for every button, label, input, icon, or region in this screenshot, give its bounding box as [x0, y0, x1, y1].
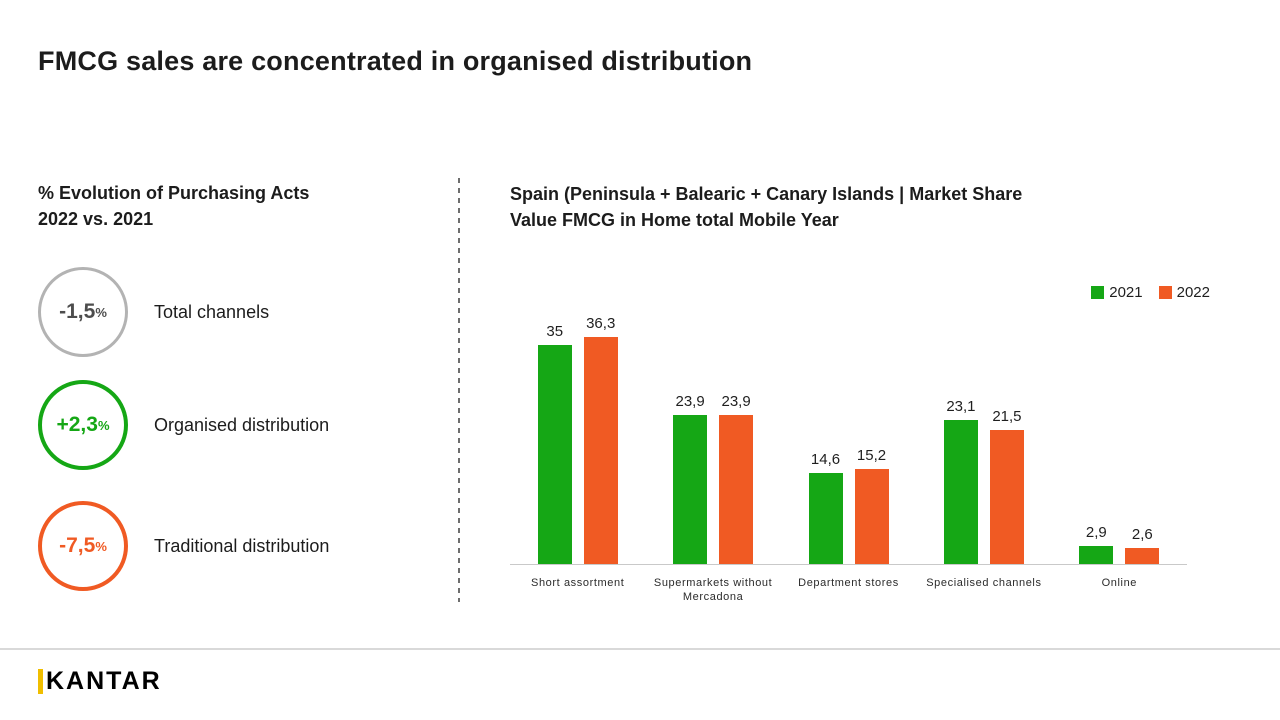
bar-chart: 2021 2022 35 36,3 23,9 23,9 14,6 15,2 23,1 21,5 2…: [505, 270, 1235, 603]
bar-2021: [1079, 546, 1114, 564]
chart-legend: 2021 2022: [1091, 284, 1210, 301]
page-title: FMCG sales are concentrated in organised…: [38, 46, 753, 76]
kpi-organised-distribution: +2,3% Organised distribution: [38, 380, 329, 470]
bar-value-label: 23,9: [721, 393, 751, 410]
legend-swatch-icon: [1091, 286, 1105, 299]
kpi-suffix-organised: %: [97, 417, 110, 433]
bar-2022: [719, 415, 754, 564]
logo-accent-bar-icon: [38, 669, 43, 694]
bar-2022: [583, 337, 618, 564]
kpi-value-traditional: -7,5: [59, 534, 96, 557]
bar-wrap: 36,3: [583, 315, 618, 564]
footer-divider: [0, 648, 1280, 650]
kpi-suffix-traditional: %: [95, 538, 107, 554]
chart-bars: 35 36,3 23,9 23,9 14,6 15,2 23,1 21,5 2,9 2,6: [510, 314, 1187, 564]
bar-2021: [808, 473, 843, 564]
bar-group: 2,9 2,6: [1052, 524, 1187, 564]
left-heading-line2: 2022 vs. 2021: [38, 209, 154, 229]
bar-wrap: 35: [537, 323, 572, 564]
bar-wrap: 2,9: [1079, 524, 1114, 564]
kantar-logo: KANTAR: [38, 667, 162, 696]
bar-wrap: 15,2: [854, 447, 889, 564]
bar-value-label: 21,5: [992, 408, 1022, 425]
legend-swatch-icon: [1158, 286, 1172, 299]
bar-value-label: 15,2: [856, 447, 887, 464]
kpi-circle-total: -1,5%: [38, 267, 128, 357]
category-label: Online: [1101, 577, 1138, 589]
bar-wrap: 23,9: [673, 393, 708, 564]
bar-2022: [854, 469, 889, 564]
bar-wrap: 23,1: [943, 398, 978, 564]
x-axis-line: [510, 564, 1187, 565]
bar-value-label: 2,9: [1085, 524, 1107, 541]
category-label: Department stores: [798, 577, 899, 589]
legend-label: 2021: [1109, 284, 1143, 301]
kpi-suffix-total: %: [95, 304, 107, 320]
legend-item-2022: 2022: [1158, 284, 1210, 301]
left-panel: % Evolution of Purchasing Acts 2022 vs. …: [38, 180, 438, 591]
bar-wrap: 2,6: [1125, 526, 1160, 564]
bar-value-label: 23,9: [675, 393, 705, 410]
legend-item-2021: 2021: [1091, 284, 1143, 301]
kpi-circle-traditional: -7,5%: [38, 501, 128, 591]
category-label: Specialised channels: [926, 577, 1042, 589]
kpi-total-channels: -1,5% Total channels: [38, 267, 269, 357]
bar-value-label: 23,1: [946, 398, 976, 415]
bar-2021: [537, 345, 572, 564]
chart-heading-line2: Value FMCG in Home total Mobile Year: [510, 210, 839, 230]
logo-text: KANTAR: [46, 667, 162, 695]
bar-group: 35 36,3: [510, 315, 645, 564]
bar-value-label: 35: [546, 323, 564, 340]
kpi-label-traditional: Traditional distribution: [154, 535, 330, 556]
bar-value-label: 14,6: [810, 451, 841, 468]
bar-2021: [673, 415, 708, 564]
chart-categories: Short assortment Supermarkets without Mer…: [510, 570, 1187, 603]
category-label: Short assortment: [531, 577, 625, 589]
left-panel-heading: % Evolution of Purchasing Acts 2022 vs. …: [38, 180, 438, 232]
kpi-label-total: Total channels: [154, 301, 270, 322]
kpi-traditional-distribution: -7,5% Traditional distribution: [38, 501, 329, 591]
bar-wrap: 21,5: [989, 408, 1024, 564]
kpi-label-organised: Organised distribution: [154, 414, 330, 435]
bar-value-label: 36,3: [586, 315, 616, 332]
kpi-value-organised: +2,3: [56, 413, 98, 436]
bar-2022: [1125, 548, 1160, 564]
dashed-divider: [458, 178, 460, 602]
legend-label: 2022: [1176, 284, 1210, 301]
left-heading-line1: % Evolution of Purchasing Acts: [38, 183, 310, 203]
category-label: Supermarkets without Mercadona: [653, 577, 773, 603]
bar-wrap: 23,9: [719, 393, 754, 564]
bar-value-label: 2,6: [1131, 526, 1153, 543]
chart-heading: Spain (Peninsula + Balearic + Canary Isl…: [510, 181, 1190, 233]
bar-group: 23,9 23,9: [645, 393, 780, 564]
kpi-circle-organised: +2,3%: [38, 380, 128, 470]
bar-group: 23,1 21,5: [916, 398, 1051, 564]
bar-group: 14,6 15,2: [781, 447, 916, 564]
bar-wrap: 14,6: [808, 451, 843, 564]
chart-heading-line1: Spain (Peninsula + Balearic + Canary Isl…: [510, 184, 1023, 204]
kpi-value-total: -1,5: [59, 300, 96, 323]
bar-2022: [989, 430, 1024, 564]
bar-2021: [943, 420, 978, 564]
